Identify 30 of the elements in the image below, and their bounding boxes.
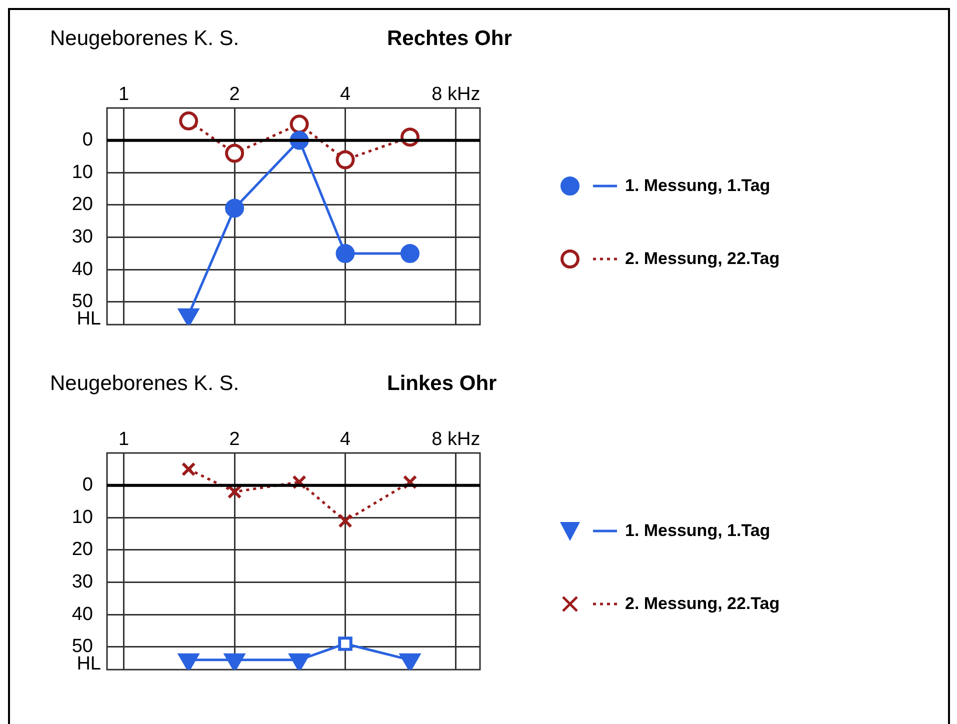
x-tick-label: 4 bbox=[340, 428, 351, 450]
legend-label: 1. Messung, 1.Tag bbox=[625, 176, 770, 196]
y-tick-label: 40 bbox=[72, 604, 93, 625]
y-tick-label: 10 bbox=[72, 506, 93, 528]
point bbox=[400, 653, 420, 670]
chart-title: Neugeborenes K. S. bbox=[50, 372, 240, 396]
y-tick-label: 20 bbox=[72, 539, 93, 560]
y-tick-label: 20 bbox=[72, 194, 93, 216]
legend-label: 1. Messung, 1.Tag bbox=[625, 521, 770, 541]
x-tick-label: 8 kHz bbox=[432, 428, 480, 450]
point bbox=[181, 462, 196, 476]
y-tick-label: 0 bbox=[82, 130, 93, 151]
x-tick-label: 8 kHz bbox=[432, 84, 480, 105]
point bbox=[178, 653, 199, 670]
chart-subtitle: Linkes Ohr bbox=[387, 372, 497, 396]
legend-label: 2. Messung, 22.Tag bbox=[625, 249, 780, 269]
x-tick-label: 2 bbox=[229, 84, 240, 105]
x-tick-label: 4 bbox=[340, 84, 351, 105]
x-tick-label: 1 bbox=[118, 84, 130, 105]
y-tick-label: 0 bbox=[82, 474, 93, 496]
chart-subtitle: Rechtes Ohr bbox=[387, 27, 512, 51]
legend-label: 2. Messung, 22.Tag bbox=[625, 594, 780, 614]
chart-title: Neugeborenes K. S. bbox=[50, 27, 240, 51]
y-tick-label: 30 bbox=[72, 572, 93, 593]
y-tick-label: 10 bbox=[72, 162, 93, 183]
y-tick-label: 40 bbox=[72, 258, 93, 280]
y-tick-label: 30 bbox=[72, 226, 93, 248]
x-tick-label: 2 bbox=[229, 428, 240, 450]
point bbox=[289, 653, 310, 670]
x-tick-label: 1 bbox=[118, 428, 130, 450]
